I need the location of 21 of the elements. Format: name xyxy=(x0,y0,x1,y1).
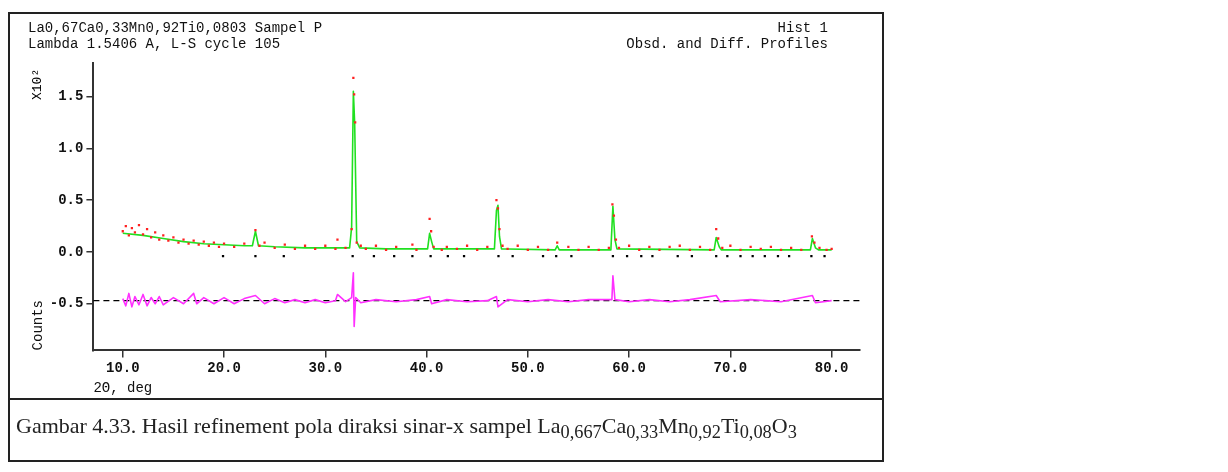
text: Obsd. and Diff. Profiles xyxy=(626,36,828,52)
x-tick-label: 50.0 xyxy=(511,360,545,377)
text: Gambar 4.33. Hasil refinement pola diraksi sinar-x sampel La$_{0,667}$Ca$_{0,33}$Mn$_{0,92}$Ti$_{0,08}$O$_{3}$ xyxy=(16,413,797,443)
text: Hist 1 xyxy=(777,20,828,36)
chart-title: La0,67Ca0,33Mn0,92Ti0,0803 Sampel P xyxy=(28,20,323,36)
x-tick-label: 70.0 xyxy=(713,360,748,377)
x-axis-title: 2Θ, deg xyxy=(93,380,153,397)
y-tick-label: 1.0 xyxy=(58,139,84,156)
x-tick-label: 40.0 xyxy=(409,360,444,377)
x-tick-label: 30.0 xyxy=(308,360,343,377)
y-tick-label: -0.5 xyxy=(49,295,84,312)
y-tick-label: 0.5 xyxy=(58,191,84,208)
y-tick-label: 1.5 xyxy=(58,88,84,105)
y-tick-label: 0.0 xyxy=(58,243,84,260)
x-tick-label: 10.0 xyxy=(105,360,140,377)
x-tick-label: 80.0 xyxy=(814,360,849,377)
text: X10² xyxy=(30,68,45,100)
y-axis-title: Counts xyxy=(30,299,47,351)
x-tick-label: 20.0 xyxy=(207,360,241,377)
chart-subtitle: Lambda 1.5406 A, L-S cycle 105 xyxy=(28,36,281,52)
x-tick-label: 60.0 xyxy=(612,360,646,377)
